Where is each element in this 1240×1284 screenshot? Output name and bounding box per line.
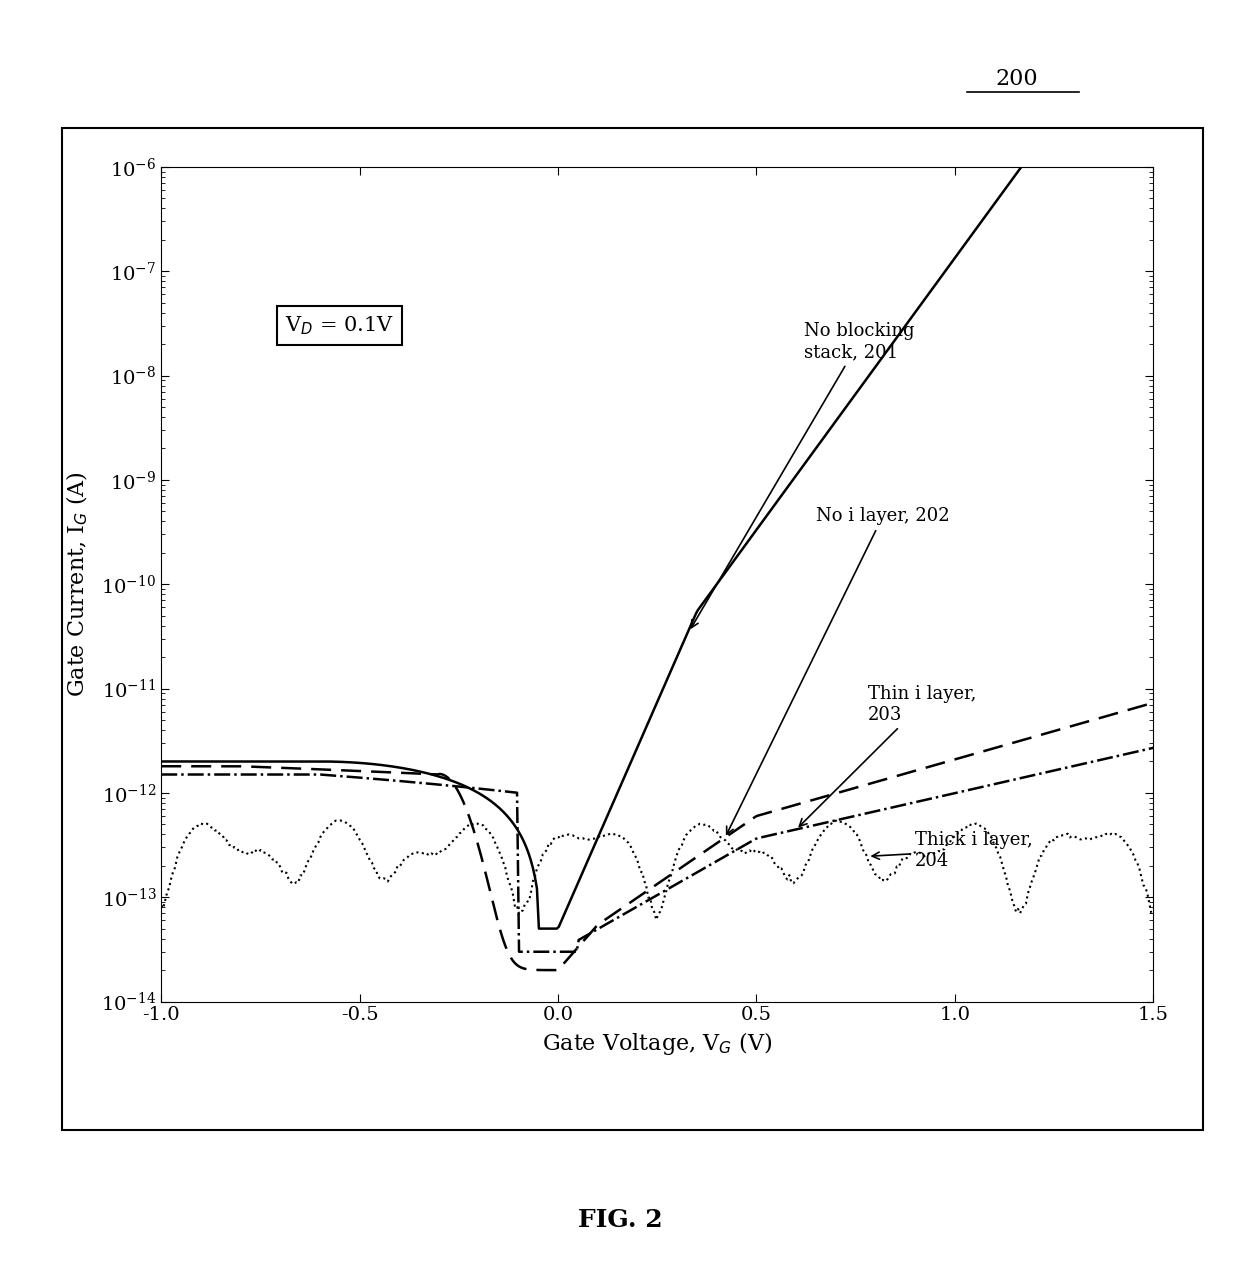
202 [154, 759, 169, 774]
203 [512, 944, 527, 959]
Text: Thick i layer,
204: Thick i layer, 204 [872, 831, 1033, 869]
202 [692, 847, 707, 863]
Text: No i layer, 202: No i layer, 202 [727, 507, 950, 835]
Y-axis label: Gate Current, I$_G$ (A): Gate Current, I$_G$ (A) [64, 471, 91, 697]
203 [968, 781, 983, 796]
203 [746, 832, 761, 847]
204 [631, 855, 646, 871]
204 [746, 842, 761, 858]
202 [968, 746, 983, 761]
201 [154, 754, 169, 769]
203 [1146, 740, 1161, 755]
Text: V$_D$ = 0.1V: V$_D$ = 0.1V [285, 315, 394, 338]
X-axis label: Gate Voltage, V$_G$ (V): Gate Voltage, V$_G$ (V) [542, 1030, 773, 1057]
204 [154, 898, 169, 913]
201 [968, 221, 983, 236]
204 [1146, 904, 1161, 919]
201 [692, 600, 707, 615]
201 [627, 746, 642, 761]
202 [549, 963, 564, 978]
Line: 204: 204 [161, 820, 1153, 919]
203 [154, 767, 169, 782]
202 [1146, 695, 1161, 710]
Line: 203: 203 [161, 747, 1153, 951]
202 [1123, 701, 1138, 716]
203 [1123, 745, 1138, 760]
204 [971, 817, 986, 832]
201 [1123, 9, 1138, 24]
202 [627, 892, 642, 908]
Line: 202: 202 [161, 702, 1153, 971]
201 [632, 733, 647, 749]
203 [627, 900, 642, 915]
203 [692, 863, 707, 878]
Text: 200: 200 [996, 68, 1038, 90]
201 [532, 921, 547, 936]
Text: No blocking
stack, 201: No blocking stack, 201 [691, 322, 915, 628]
201 [746, 526, 761, 542]
202 [746, 810, 761, 826]
204 [649, 912, 663, 927]
204 [625, 842, 640, 858]
Line: 201: 201 [161, 0, 1153, 928]
204 [830, 813, 844, 828]
204 [1126, 846, 1141, 862]
204 [692, 815, 707, 831]
Text: Thin i layer,
203: Thin i layer, 203 [800, 686, 976, 827]
202 [632, 889, 647, 904]
Text: FIG. 2: FIG. 2 [578, 1208, 662, 1231]
203 [632, 898, 647, 913]
